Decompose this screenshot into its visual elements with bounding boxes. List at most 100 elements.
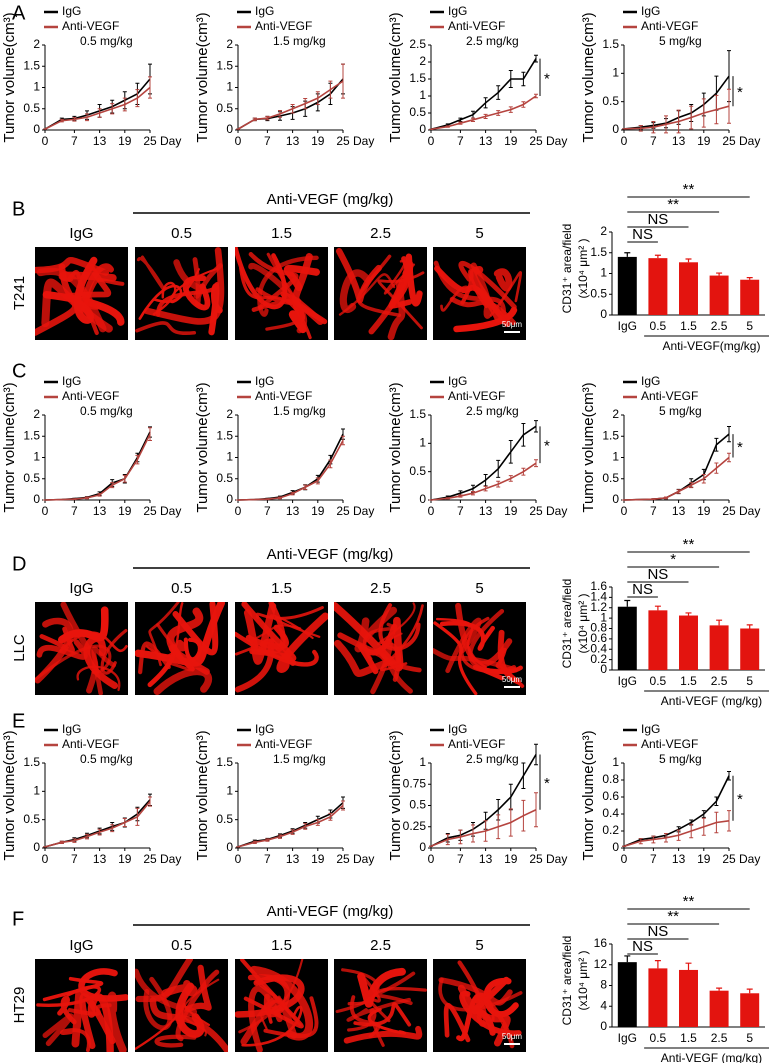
- x-tick-label: 25: [529, 134, 543, 148]
- x-tick-label: 19: [311, 504, 325, 518]
- y-tick-label: 0.5: [23, 471, 40, 485]
- x-tick-label: 7: [457, 504, 464, 518]
- y-tick-label: 2: [33, 37, 40, 51]
- error-bar: [727, 771, 731, 781]
- comparison-label: **: [683, 893, 695, 910]
- error-bar: [315, 819, 320, 826]
- y-tick-label: 0: [419, 492, 426, 506]
- x-tick-label: 7: [71, 504, 78, 518]
- x-tick-label: 7: [650, 852, 657, 866]
- x-axis-label: Day: [353, 852, 374, 866]
- vessel: [173, 259, 203, 299]
- error-bar: [654, 605, 661, 611]
- error-bar: [97, 108, 102, 118]
- legend-label: IgG: [62, 4, 81, 18]
- error-bar: [59, 118, 64, 123]
- legend-label: IgG: [62, 374, 81, 388]
- y-tick-label: 0: [419, 122, 426, 136]
- x-tick-label: 7: [71, 852, 78, 866]
- y-tick-label: 2: [419, 54, 426, 68]
- error-bar: [521, 423, 526, 447]
- error-bar: [534, 54, 538, 63]
- comparison-label: *: [670, 551, 676, 568]
- error-bar: [638, 124, 643, 132]
- y-tick-label: 1: [33, 450, 40, 464]
- error-bar: [689, 482, 694, 489]
- y-tick-label: 0.5: [23, 101, 40, 115]
- y-tick-label: 1.4: [590, 590, 607, 604]
- bar: [709, 990, 729, 1027]
- legend-label: IgG: [641, 722, 660, 736]
- y-tick-label: 1.5: [216, 58, 233, 72]
- error-bar: [471, 117, 475, 122]
- y-tick-label: 0: [33, 492, 40, 506]
- x-tick-label: 13: [479, 852, 493, 866]
- error-bar: [458, 121, 463, 125]
- scale-bar-label: 50μm: [502, 675, 523, 684]
- error-bar: [315, 477, 320, 485]
- error-bar: [714, 811, 719, 834]
- vessels: [438, 960, 523, 1049]
- series-line: [237, 80, 344, 130]
- row-label: HT29: [11, 987, 28, 1024]
- y-tick-label: 2: [612, 407, 619, 421]
- image-label: IgG: [69, 225, 93, 242]
- vessels: [433, 602, 525, 695]
- strip-heading: Anti-VEGF (mg/kg): [267, 903, 394, 920]
- error-bar: [654, 254, 661, 259]
- legend-label: Anti-VEGF: [641, 737, 698, 751]
- vessel: [42, 290, 125, 326]
- x-tick-label: 0.5: [650, 674, 667, 688]
- vessels: [135, 247, 225, 336]
- x-tick-label: 19: [697, 504, 711, 518]
- legend-note: 5 mg/kg: [659, 752, 702, 766]
- vessel: [183, 637, 202, 662]
- y-axis-label: Tumor volume(cm³): [580, 730, 597, 860]
- error-bar: [72, 838, 77, 843]
- significance-label: *: [737, 439, 743, 456]
- y-axis-label: Tumor volume(cm³): [1, 730, 18, 860]
- error-bar: [534, 93, 538, 99]
- x-tick-label: 1.5: [680, 674, 697, 688]
- error-bar: [624, 955, 631, 963]
- vessel: [136, 255, 166, 292]
- error-bar: [746, 624, 753, 629]
- bar: [709, 275, 729, 315]
- vessel: [263, 996, 319, 1038]
- y-axis-label: Tumor volume(cm³): [194, 382, 211, 512]
- y-tick-label: 1: [419, 88, 426, 102]
- bar: [648, 968, 668, 1027]
- y-tick-label: 0.4: [602, 806, 619, 820]
- error-bar: [290, 104, 295, 114]
- error-bar: [714, 462, 719, 474]
- vessel: [493, 268, 513, 292]
- significance-label: *: [737, 84, 743, 101]
- error-bar: [746, 988, 753, 994]
- x-tick-label: 13: [672, 504, 686, 518]
- error-bar: [458, 117, 463, 122]
- error-bar: [483, 485, 488, 492]
- y-tick-label: 0.5: [216, 101, 233, 115]
- comparison-label: NS: [647, 566, 668, 583]
- x-axis-label: Day: [546, 852, 567, 866]
- y-tick-label: 1: [419, 436, 426, 450]
- x-axis-label: Day: [353, 134, 374, 148]
- x-tick-label: 25: [529, 504, 543, 518]
- significance-label: *: [737, 791, 743, 808]
- vessel: [57, 606, 109, 644]
- error-bar: [445, 125, 450, 128]
- y-tick-label: 0.5: [409, 105, 426, 119]
- error-bar: [278, 496, 282, 500]
- error-bar: [701, 810, 706, 818]
- x-tick-label: 13: [286, 134, 300, 148]
- error-bar: [716, 272, 723, 276]
- image-label: 2.5: [370, 225, 391, 242]
- comparison-label: NS: [647, 923, 668, 940]
- y-axis-label: CD31⁺ area/field: [560, 224, 574, 314]
- legend-label: IgG: [641, 374, 660, 388]
- y-tick-label: 0.8: [590, 621, 607, 635]
- error-bar: [676, 489, 681, 494]
- error-bar: [746, 277, 753, 280]
- vessel: [339, 269, 371, 313]
- vessel: [35, 617, 74, 684]
